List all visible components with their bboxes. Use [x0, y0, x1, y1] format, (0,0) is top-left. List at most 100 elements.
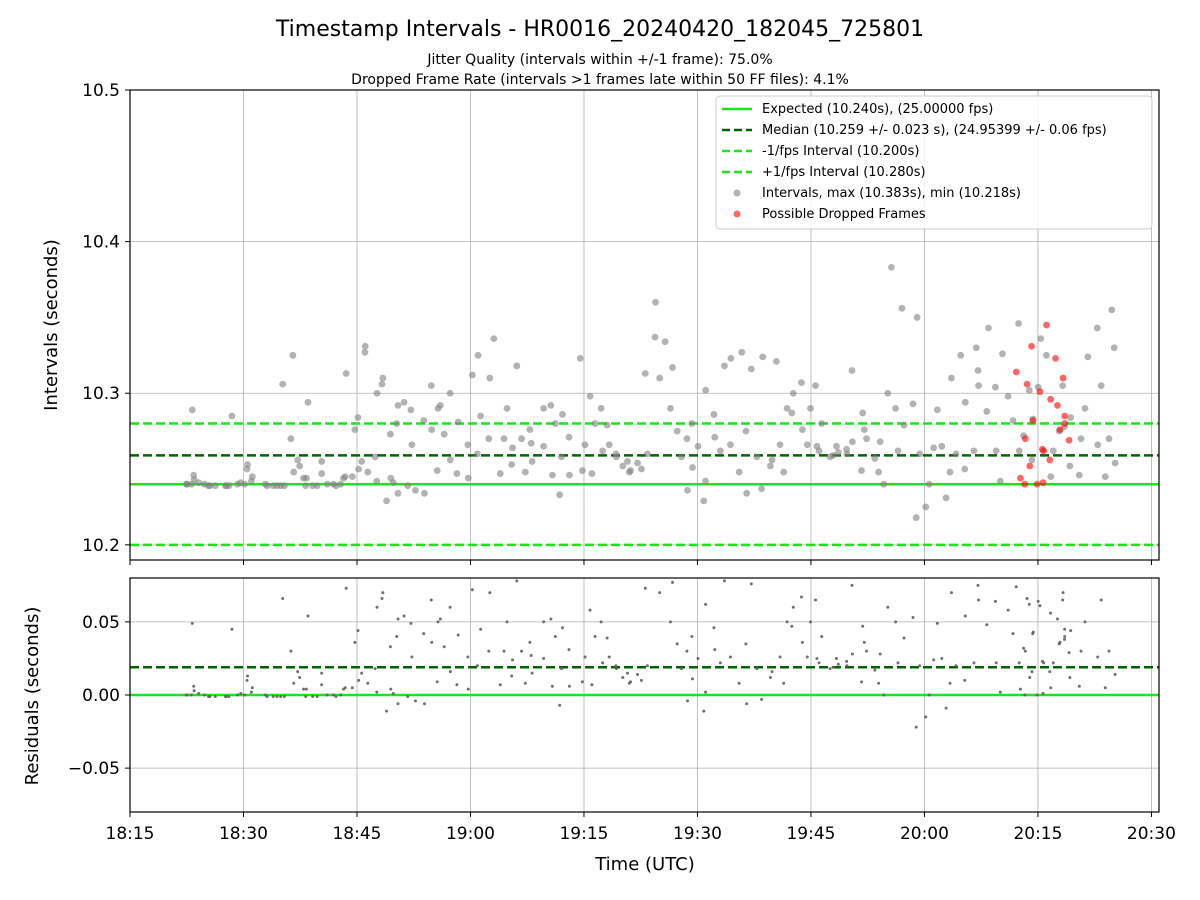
residual-point [1031, 632, 1035, 636]
interval-point [727, 354, 735, 362]
interval-point [371, 453, 379, 461]
interval-point [702, 386, 710, 394]
residual-point [1069, 629, 1073, 633]
interval-point [304, 398, 312, 406]
residual-point [202, 693, 206, 697]
interval-point [558, 453, 565, 461]
residual-point [805, 655, 809, 659]
legend-expected-label: Expected (10.240s), (25.00000 fps) [762, 102, 993, 117]
interval-point [408, 441, 416, 449]
x-tick-label: 19:30 [673, 824, 722, 844]
interval-point [361, 342, 369, 350]
interval-point [280, 482, 288, 490]
interval-point [477, 412, 485, 420]
residual-point [306, 614, 310, 618]
residual-point [914, 725, 918, 729]
interval-point [961, 465, 969, 473]
interval-point [1067, 414, 1075, 421]
residual-point [197, 692, 201, 696]
interval-point [318, 470, 326, 477]
interval-point [188, 406, 196, 414]
interval-point [540, 442, 547, 450]
residual-point [1055, 617, 1059, 621]
residual-point [778, 655, 782, 659]
residual-point [722, 579, 726, 583]
residual-point [580, 680, 584, 684]
residual-point [850, 583, 854, 587]
interval-point [912, 514, 920, 521]
x-axis-label: Time (UTC) [594, 854, 695, 875]
dropped-frame-point [1039, 479, 1047, 487]
residual-point [456, 633, 460, 637]
interval-point [1043, 351, 1050, 359]
residual-point [685, 699, 689, 703]
residual-point [815, 656, 819, 660]
interval-point [684, 486, 691, 494]
residual-point [298, 675, 302, 679]
top-y-tick-label: 10.4 [82, 233, 120, 253]
residual-point [350, 686, 354, 690]
residual-point [1051, 661, 1055, 665]
interval-point [394, 401, 402, 409]
residual-point [940, 656, 944, 660]
residual-point [366, 681, 370, 685]
residual-point [511, 658, 515, 662]
interval-point [473, 450, 481, 458]
interval-point [313, 482, 321, 490]
interval-point [263, 482, 271, 490]
dropped-frame-point [1054, 401, 1061, 409]
bottom-reference-lines [130, 665, 1159, 697]
interval-point [383, 497, 390, 505]
residual-point [718, 661, 722, 665]
interval-point [798, 379, 805, 387]
residual-point [406, 694, 410, 698]
interval-point [738, 348, 746, 356]
residual-point [435, 680, 439, 684]
residual-point [605, 636, 609, 640]
residual-point [302, 687, 306, 691]
residual-point [601, 661, 605, 665]
residual-point [311, 694, 315, 698]
residual-point [755, 667, 759, 671]
interval-point [551, 420, 559, 427]
interval-point [1025, 386, 1033, 394]
residual-point [712, 626, 716, 630]
interval-point [1094, 441, 1102, 449]
residual-point [271, 694, 275, 698]
residual-point [479, 627, 483, 631]
interval-point [503, 404, 511, 412]
interval-point [342, 370, 350, 377]
residual-point [422, 702, 426, 706]
residual-point [1063, 627, 1067, 631]
dropped-frame-point [1061, 412, 1069, 420]
interval-point [1015, 447, 1023, 455]
dropped-frame-point [1017, 474, 1024, 482]
interval-point [241, 480, 249, 488]
residual-point [430, 640, 434, 644]
residual-point [1096, 655, 1100, 659]
interval-point [858, 467, 865, 474]
interval-point [711, 433, 719, 441]
residual-point [817, 661, 821, 665]
residual-point [189, 693, 193, 697]
x-tick-label: 18:30 [219, 824, 268, 844]
residual-point [704, 602, 708, 606]
interval-point [407, 406, 415, 414]
interval-point [547, 401, 555, 409]
interval-point [742, 427, 750, 435]
residual-point [334, 694, 338, 698]
residual-point [886, 605, 890, 609]
residual-point [994, 661, 998, 665]
residual-point [860, 680, 864, 684]
interval-point [496, 470, 504, 477]
interval-point [999, 350, 1006, 358]
interval-point [678, 453, 685, 461]
interval-point [938, 442, 946, 450]
residual-point [976, 583, 980, 587]
x-tick-label: 19:00 [446, 824, 495, 844]
interval-point [556, 491, 564, 499]
interval-point [337, 480, 345, 488]
interval-point [436, 401, 444, 409]
